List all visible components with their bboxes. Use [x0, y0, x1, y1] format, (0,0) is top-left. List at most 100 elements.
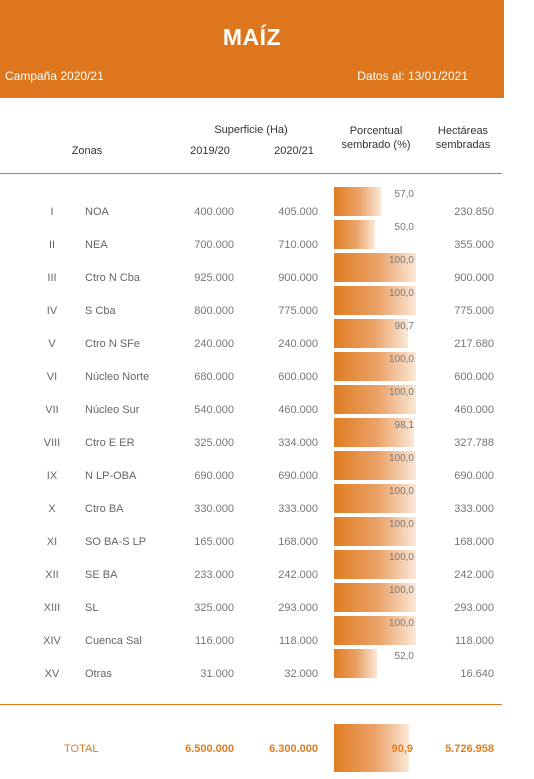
surface-2019-20: 690.000	[194, 470, 234, 482]
surface-2020-21: 600.000	[278, 371, 318, 383]
surface-2020-21: 32.000	[284, 668, 318, 680]
zone-number: IV	[46, 305, 58, 317]
surface-2019-20: 31.000	[200, 668, 234, 680]
column-header-hectareas: Hectáreas	[437, 125, 489, 137]
percent-bar	[334, 517, 416, 546]
zone-name: SL	[85, 602, 99, 614]
percent-value: 52,0	[394, 651, 414, 662]
zone-name: Ctro E ER	[85, 437, 135, 449]
table-row: IX N LP-OBA 690.000 690.000 100,0 690.000	[0, 451, 534, 484]
zone-number: III	[47, 272, 57, 284]
percent-bar	[334, 220, 375, 249]
percent-bar-area: 90,7	[334, 319, 416, 348]
percent-bar	[334, 451, 416, 480]
zone-number: XII	[45, 569, 59, 581]
surface-2019-20: 540.000	[194, 404, 234, 416]
zone-name: Ctro N Cba	[85, 272, 141, 284]
hectares-sown: 600.000	[454, 371, 494, 383]
percent-value: 100,0	[388, 255, 414, 266]
surface-2019-20: 240.000	[194, 338, 234, 350]
surface-2019-20: 925.000	[194, 272, 234, 284]
table-row: II NEA 700.000 710.000 50,0 355.000	[0, 220, 534, 253]
percent-bar-area: 98,1	[334, 418, 416, 447]
percent-bar-area: 100,0	[334, 616, 416, 645]
zone-number: II	[48, 239, 56, 251]
surface-2020-21: 775.000	[278, 305, 318, 317]
table-row: IV S Cba 800.000 775.000 100,0 775.000	[0, 286, 534, 319]
surface-2020-21: 242.000	[278, 569, 318, 581]
percent-value: 100,0	[388, 519, 414, 530]
percent-value: 100,0	[388, 552, 414, 563]
surface-2020-21: 690.000	[278, 470, 318, 482]
surface-2020-21: 900.000	[278, 272, 318, 284]
zone-number: VII	[45, 404, 59, 416]
percent-value: 98,1	[394, 420, 414, 431]
surface-2020-21: 460.000	[278, 404, 318, 416]
header-divider	[0, 173, 502, 174]
total-surface-2019-20: 6.500.000	[185, 743, 234, 755]
zone-name: NEA	[85, 239, 108, 251]
percent-bar-area: 100,0	[334, 451, 416, 480]
zone-number: XV	[44, 668, 60, 680]
header-banner: MAÍZ Campaña 2020/21 Datos al: 13/01/202…	[0, 0, 504, 98]
surface-2019-20: 680.000	[194, 371, 234, 383]
zone-number: VIII	[43, 437, 61, 449]
percent-bar-area: 100,0	[334, 352, 416, 381]
hectares-sown: 118.000	[455, 635, 494, 647]
surface-2020-21: 240.000	[278, 338, 318, 350]
surface-2020-21: 333.000	[278, 503, 318, 515]
percent-bar	[334, 187, 381, 216]
table-row: VII Núcleo Sur 540.000 460.000 100,0 460.000	[0, 385, 534, 418]
surface-2020-21: 118.000	[279, 635, 318, 647]
percent-value: 100,0	[388, 486, 414, 497]
column-header-porcentual-sub: sembrado (%)	[341, 139, 411, 151]
surface-2019-20: 116.000	[195, 635, 234, 647]
total-label: TOTAL	[64, 743, 99, 755]
hectares-sown: 775.000	[454, 305, 494, 317]
percent-bar	[334, 352, 416, 381]
surface-2019-20: 400.000	[194, 206, 234, 218]
surface-2019-20: 700.000	[194, 239, 234, 251]
zone-number: I	[50, 206, 54, 218]
zone-name: Ctro N SFe	[85, 338, 141, 350]
column-header-year-2019-20: 2019/20	[190, 145, 230, 157]
percent-bar	[334, 484, 416, 513]
table-row: X Ctro BA 330.000 333.000 100,0 333.000	[0, 484, 534, 517]
percent-value: 57,0	[394, 189, 414, 200]
percent-value: 100,0	[388, 585, 414, 596]
hectares-sown: 900.000	[454, 272, 494, 284]
percent-bar	[334, 319, 408, 348]
total-percent-bar-area: 90,9	[334, 724, 416, 772]
percent-value: 100,0	[388, 354, 414, 365]
zone-name: Núcleo Norte	[85, 371, 150, 383]
percent-bar	[334, 649, 377, 678]
surface-2019-20: 165.000	[194, 536, 234, 548]
zone-number: XIV	[43, 635, 61, 647]
percent-bar	[334, 385, 416, 414]
hectares-sown: 242.000	[454, 569, 494, 581]
surface-2020-21: 334.000	[278, 437, 318, 449]
table-row: III Ctro N Cba 925.000 900.000 100,0 900.000	[0, 253, 534, 286]
percent-bar-area: 100,0	[334, 550, 416, 579]
zone-name: N LP-OBA	[85, 470, 137, 482]
total-divider	[0, 704, 502, 705]
percent-bar-area: 100,0	[334, 385, 416, 414]
hectares-sown: 168.000	[454, 536, 494, 548]
zone-name: NOA	[85, 206, 109, 218]
zone-name: S Cba	[85, 305, 116, 317]
total-percent-value: 90,9	[391, 743, 413, 755]
hectares-sown: 355.000	[454, 239, 494, 251]
table-row: XIV Cuenca Sal 116.000 118.000 100,0 118.000	[0, 616, 534, 649]
hectares-sown: 293.000	[454, 602, 494, 614]
percent-bar	[334, 418, 414, 447]
percent-value: 50,0	[394, 222, 414, 233]
surface-2019-20: 330.000	[194, 503, 234, 515]
page-title: MAÍZ	[222, 24, 282, 50]
total-surface-2020-21: 6.300.000	[269, 743, 318, 755]
percent-bar-area: 100,0	[334, 286, 416, 315]
surface-2020-21: 168.000	[278, 536, 318, 548]
zone-number: VI	[46, 371, 58, 383]
data-date-label: Datos al: 13/01/2021	[357, 69, 468, 83]
surface-2020-21: 405.000	[278, 206, 318, 218]
column-header-porcentual: Porcentual	[349, 125, 403, 137]
